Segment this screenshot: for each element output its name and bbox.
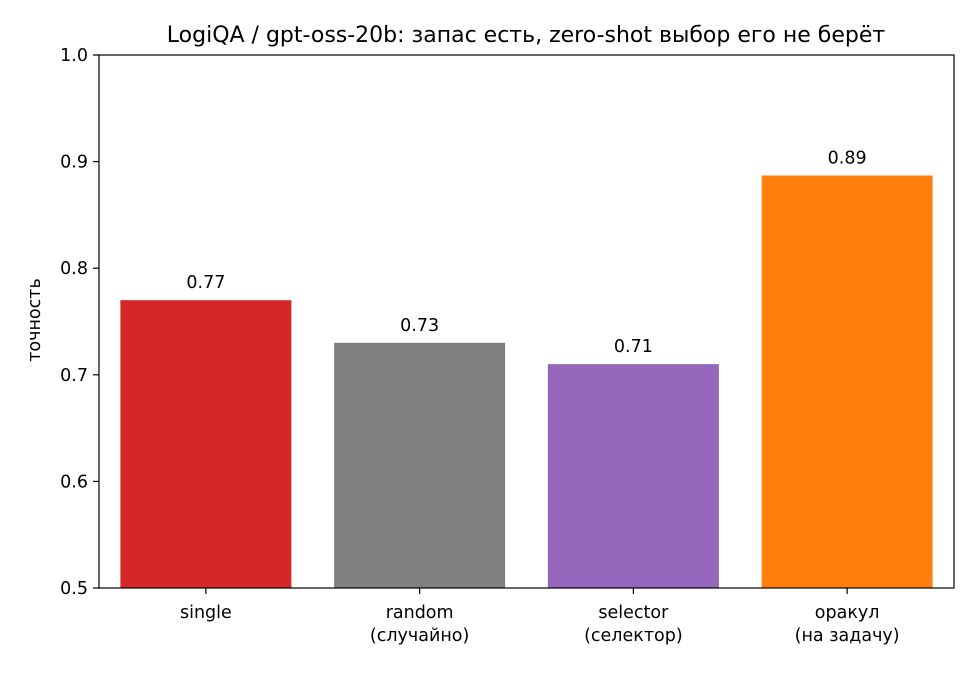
y-tick-label: 1.0 (60, 46, 88, 66)
bar (761, 175, 933, 588)
bar-value-label: 0.89 (828, 148, 867, 168)
bar (120, 300, 292, 588)
bar-value-label: 0.71 (614, 337, 653, 357)
x-tick-label: оракул (на задачу) (795, 603, 900, 646)
bar (547, 364, 719, 588)
chart-title: LogiQA / gpt-oss-20b: запас есть, zero-s… (167, 23, 886, 48)
x-tick-label: single (180, 603, 232, 623)
y-axis: 0.5 0.6 0.7 0.8 0.9 1.0 (60, 46, 99, 599)
plot-area: 0.77 0.73 0.71 0.89 (120, 148, 933, 588)
y-tick-label: 0.8 (60, 259, 88, 279)
x-tick-label: selector (селектор) (584, 603, 683, 646)
plot-frame (98, 54, 955, 589)
bar-value-label: 0.77 (186, 273, 225, 293)
bar-value-label: 0.73 (400, 316, 439, 336)
bar (334, 342, 506, 588)
y-tick-label: 0.9 (60, 153, 88, 173)
x-axis: single random (случайно) selector (селектор)… (180, 588, 900, 646)
y-tick-label: 0.7 (60, 366, 88, 386)
y-tick-label: 0.5 (60, 579, 88, 599)
x-tick-label: random (случайно) (370, 603, 469, 646)
y-tick-label: 0.6 (60, 472, 88, 492)
y-axis-label: точность (25, 278, 45, 362)
